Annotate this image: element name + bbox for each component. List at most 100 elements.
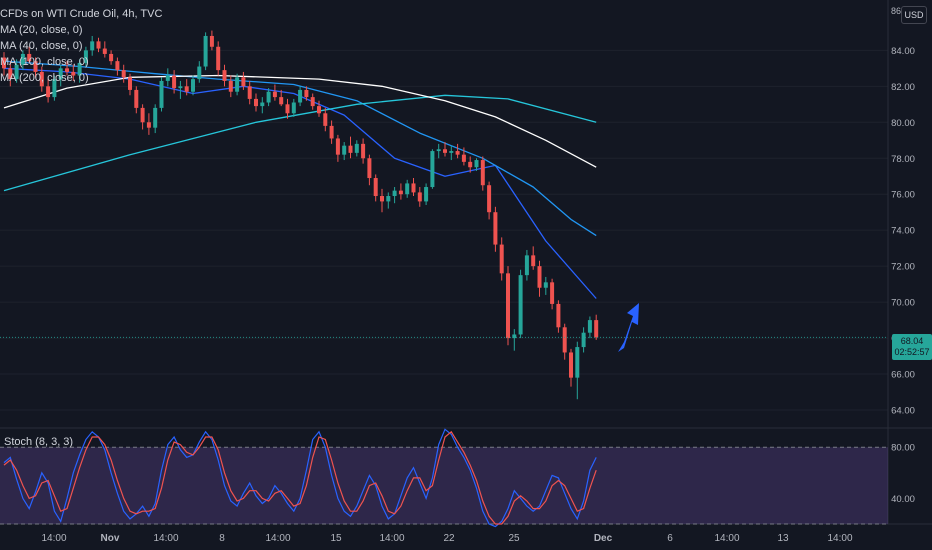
candle (543, 276, 548, 295)
candle (329, 120, 334, 144)
price-tick-label: 72.00 (891, 262, 915, 273)
candle (46, 79, 51, 103)
candle (96, 37, 101, 53)
candle (537, 260, 542, 297)
candle (197, 61, 202, 83)
trend-arrow-icon (618, 303, 639, 352)
indicator-ma100-label[interactable]: MA (100, close, 0) (0, 56, 89, 68)
candle (575, 341, 580, 400)
candle (241, 71, 246, 90)
candle (449, 145, 454, 161)
candle (512, 329, 517, 351)
candle (323, 107, 328, 132)
candle (77, 59, 82, 83)
candle (317, 100, 321, 117)
candle (228, 75, 233, 98)
candle (109, 50, 114, 65)
candle (556, 300, 561, 333)
candle (272, 84, 277, 101)
candle (178, 80, 183, 99)
candle (518, 269, 523, 339)
price-tick-label: 66.00 (891, 370, 915, 381)
candle (392, 187, 397, 204)
candle (335, 134, 340, 162)
candle (159, 77, 164, 112)
candle (128, 73, 132, 96)
candle (247, 80, 252, 105)
candle (550, 278, 555, 310)
time-tick-label: Dec (594, 533, 613, 544)
candle (2, 52, 6, 76)
candle (304, 86, 309, 101)
candle (493, 206, 498, 252)
indicator-ma40-label[interactable]: MA (40, close, 0) (0, 40, 83, 52)
candle (436, 143, 441, 159)
candle (354, 140, 359, 157)
candle (52, 75, 57, 101)
candle (33, 57, 38, 78)
indicator-ma200-label[interactable]: MA (200, close, 0) (0, 72, 89, 84)
bar-countdown: 02:52:57 (894, 347, 930, 357)
candle (58, 64, 63, 87)
candle (342, 142, 347, 161)
candle (443, 142, 447, 157)
candle (27, 46, 32, 63)
candle (14, 59, 19, 83)
time-tick-label: 14:00 (379, 533, 404, 544)
candle (165, 68, 170, 87)
candle (430, 149, 435, 189)
candle (39, 66, 44, 92)
arrow-shape (618, 303, 639, 352)
candle (581, 327, 586, 353)
candle (569, 348, 573, 387)
price-tick-label: 82.00 (891, 82, 915, 93)
candle (184, 79, 189, 96)
candle (266, 88, 271, 107)
candle (134, 86, 139, 114)
candle (487, 181, 492, 220)
candle (216, 41, 221, 76)
candle (474, 158, 479, 171)
candle (531, 246, 536, 270)
candle (20, 50, 25, 71)
candle (480, 156, 485, 191)
candle (71, 64, 76, 81)
time-axis[interactable]: 14:00 Nov 14:00 8 14:00 15 14:00 22 25 Dec 6 14:00 1… (41, 533, 852, 544)
candle (172, 70, 177, 94)
symbol-title[interactable]: CFDs on WTI Crude Oil, 4h, TVC (0, 8, 163, 20)
indicator-ma20-label[interactable]: MA (20, close, 0) (0, 24, 83, 36)
candle (587, 316, 592, 339)
ma-line-2 (3, 94, 597, 192)
candle (121, 64, 126, 83)
price-tick-label: 74.00 (891, 226, 915, 237)
candle (291, 98, 296, 117)
price-axis[interactable]: 84.00 82.00 80.00 78.00 76.00 74.00 72.00 70.00… (891, 6, 915, 505)
price-tick-label-top: 86 (891, 6, 901, 16)
price-tick-label: 64.00 (891, 406, 915, 417)
candle (235, 73, 240, 96)
price-tick-label: 80.00 (891, 118, 915, 129)
candle (398, 183, 403, 200)
candle (361, 138, 366, 164)
currency-button[interactable]: USD (901, 6, 927, 24)
time-tick-label: Nov (101, 533, 120, 544)
candle (310, 93, 315, 110)
candle (260, 97, 265, 114)
stoch-indicator-label[interactable]: Stoch (8, 3, 3) (4, 436, 74, 448)
candle (455, 143, 460, 159)
ma-line-3 (3, 74, 597, 168)
time-tick-label: 14:00 (827, 533, 852, 544)
candle (140, 104, 145, 130)
candle (386, 192, 391, 209)
candle (562, 323, 567, 360)
candle (90, 35, 95, 56)
candle (594, 314, 599, 340)
stochastic-pane (0, 428, 888, 528)
candle (373, 174, 378, 202)
last-price-value: 68.04 (900, 336, 924, 346)
candle (115, 57, 120, 76)
time-tick-label: 22 (443, 533, 455, 544)
candle (222, 64, 227, 87)
time-tick-label: 14:00 (153, 533, 178, 544)
